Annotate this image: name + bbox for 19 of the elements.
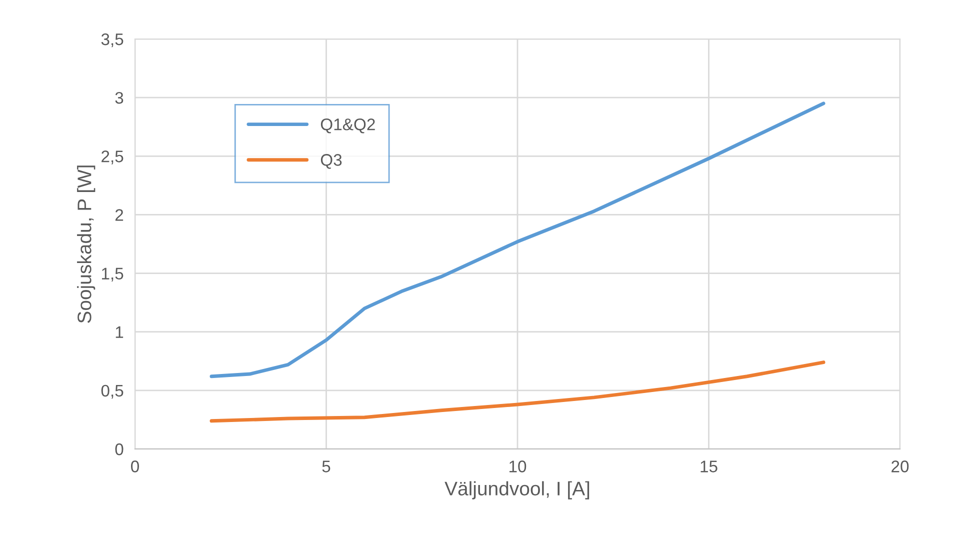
y-tick-label: 2: [115, 209, 124, 221]
y-axis-title: Soojuskadu, P [W]: [77, 166, 96, 323]
y-tick-label: 0,5: [101, 384, 124, 399]
y-tick-label: 1,5: [102, 268, 124, 282]
y-tick-label: 0: [115, 443, 124, 456]
legend-label: Q1&Q2: [320, 118, 375, 134]
x-tick-label: 0: [131, 460, 139, 472]
x-tick-label: 10: [510, 460, 526, 472]
x-tick-label: 5: [322, 460, 330, 472]
y-tick-label: 3,5: [101, 33, 124, 48]
line-series: [210, 360, 826, 423]
y-tick-label: 1: [116, 326, 124, 338]
x-tick-label: 20: [892, 460, 909, 472]
y-tick-label: 2,5: [102, 150, 124, 164]
legend-label: Q3: [320, 154, 342, 169]
y-tick-label: 3: [115, 92, 124, 104]
x-axis-title: Väljundvool, I [A]: [444, 481, 590, 500]
x-tick-label: 15: [700, 460, 718, 472]
line-series: [210, 102, 826, 378]
